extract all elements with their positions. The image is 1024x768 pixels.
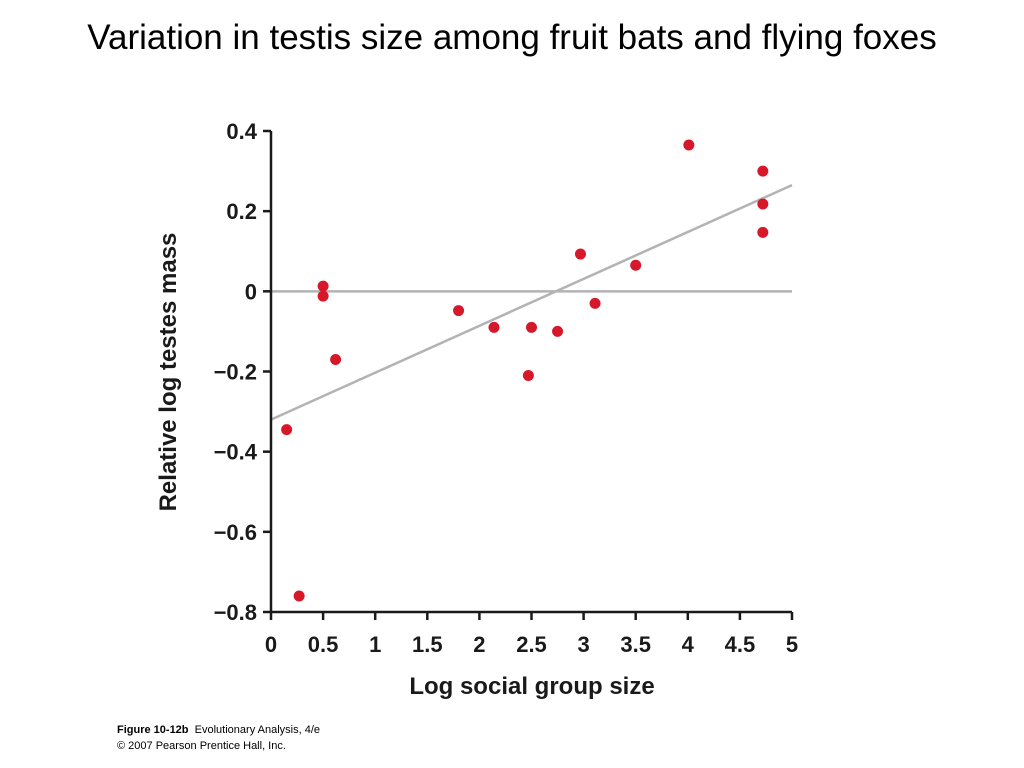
x-tick-label: 2.5 xyxy=(516,632,547,657)
x-tick-label: 5 xyxy=(786,632,798,657)
y-tick-label: −0.2 xyxy=(214,360,257,385)
data-point xyxy=(574,248,586,260)
y-tick-label: 0.4 xyxy=(226,119,257,144)
data-points xyxy=(281,139,769,602)
reference-lines xyxy=(270,183,793,421)
x-axis-label: Log social group size xyxy=(409,673,654,700)
data-point xyxy=(630,259,642,271)
data-point xyxy=(589,297,601,309)
data-point xyxy=(281,424,293,436)
data-point xyxy=(757,198,769,210)
y-axis-label: Relative log testes mass xyxy=(155,233,182,512)
x-tick-label: 2 xyxy=(473,632,485,657)
y-tick-label: 0 xyxy=(245,279,257,304)
regression-line xyxy=(270,183,793,421)
y-tick-label: 0.2 xyxy=(226,199,257,224)
caption-figure-id: Figure 10-12b xyxy=(117,724,189,736)
x-tick-label: 1 xyxy=(369,632,381,657)
y-tick-label: −0.8 xyxy=(214,600,257,625)
y-tick-label: −0.4 xyxy=(214,440,258,465)
figure-caption: Figure 10-12b Evolutionary Analysis, 4/e… xyxy=(117,722,320,754)
caption-copyright: © 2007 Pearson Prentice Hall, Inc. xyxy=(117,740,286,752)
x-tick-label: 4 xyxy=(682,632,695,657)
x-tick-label: 0 xyxy=(265,632,277,657)
x-tick-label: 1.5 xyxy=(412,632,443,657)
data-point xyxy=(293,590,305,602)
chart-axes: 0.4 0.2 0 −0.2 −0.4 −0.6 −0.8 0 0.5 1 1.5 2 2.5 3 3.5 4… xyxy=(214,119,799,657)
data-point xyxy=(552,325,564,337)
data-point xyxy=(522,370,534,382)
x-tick-label: 3 xyxy=(577,632,589,657)
data-point xyxy=(330,353,342,365)
x-tick-label: 0.5 xyxy=(308,632,339,657)
y-tick-label: −0.6 xyxy=(214,520,257,545)
data-point xyxy=(757,165,769,177)
caption-line-1: Figure 10-12b Evolutionary Analysis, 4/e xyxy=(117,722,320,738)
data-point xyxy=(683,139,695,151)
data-point xyxy=(453,305,465,317)
caption-book: Evolutionary Analysis, 4/e xyxy=(194,724,321,736)
data-point xyxy=(317,290,329,302)
data-point xyxy=(488,321,500,333)
x-tick-label: 4.5 xyxy=(725,632,756,657)
data-point xyxy=(526,321,537,333)
data-point xyxy=(757,226,769,238)
data-point xyxy=(317,280,329,292)
slide-title: Variation in testis size among fruit bat… xyxy=(87,18,937,57)
x-tick-label: 3.5 xyxy=(620,632,651,657)
